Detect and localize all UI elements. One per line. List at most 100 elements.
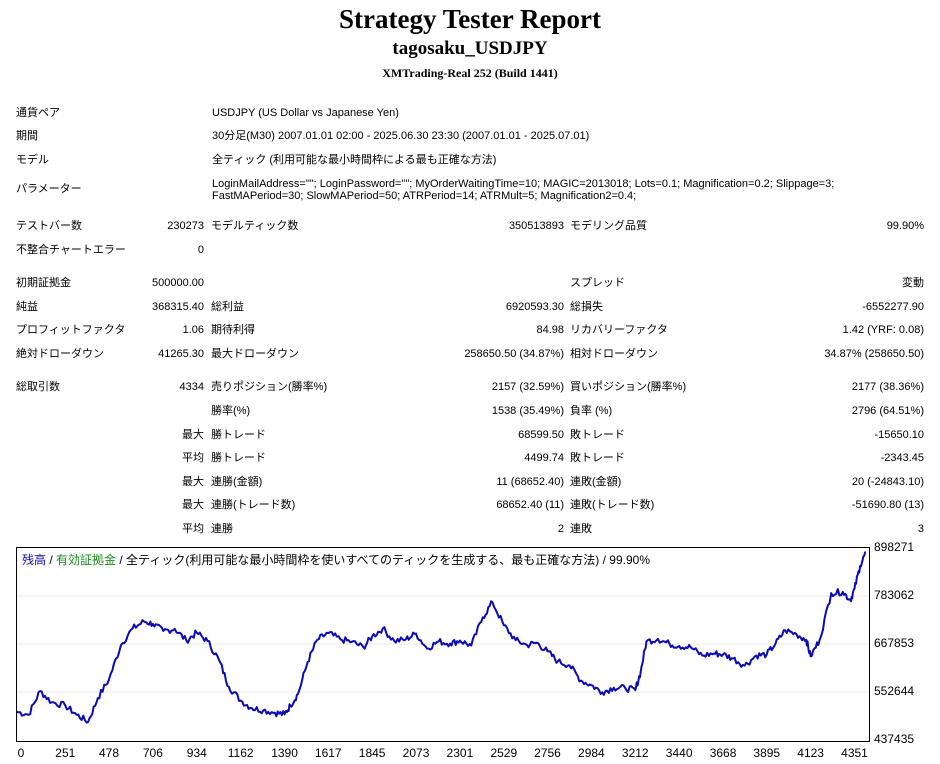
- x-tick-label: 2301: [446, 746, 474, 760]
- x-tick-label: 2756: [534, 746, 561, 760]
- x-tick-label: 1617: [314, 746, 342, 760]
- absolute-drawdown-value: 41265.30: [158, 348, 204, 360]
- consec-losses-trades-value: -51690.80 (13): [851, 499, 924, 511]
- long-positions-label: 買いポジション(勝率%): [570, 381, 687, 393]
- recovery-factor-label: リカバリーファクタ: [570, 324, 668, 336]
- win-rate-value: 1538 (35.49%): [491, 405, 564, 417]
- expected-payoff-label: 期待利得: [211, 324, 255, 336]
- consec-losses-amount-label: 連敗(金額): [570, 476, 622, 488]
- ticks-value: 350513893: [508, 220, 564, 232]
- average-loss-label: 敗トレード: [570, 452, 625, 464]
- legend-balance: 残高: [22, 553, 47, 567]
- total-trades-label: 総取引数: [16, 381, 60, 393]
- y-tick-label: 898271: [874, 540, 915, 554]
- consec-losses-amount-value: 20 (-24843.10): [851, 476, 924, 488]
- consec-wins-trades-value: 68652.40 (11): [496, 499, 564, 511]
- maximal-drawdown-label: 最大ドローダウン: [211, 348, 299, 360]
- largest-win-value: 68599.50: [518, 429, 564, 441]
- y-tick-label: 552644: [874, 684, 915, 698]
- gross-profit-label: 総利益: [211, 301, 244, 313]
- period-value: 30分足(M30) 2007.01.01 02:00 - 2025.06.30 …: [212, 130, 590, 142]
- average-win-value: 4499.74: [524, 452, 564, 464]
- avg-consec-losses-label: 連敗: [570, 523, 592, 535]
- max-consec-amount-word: 最大: [182, 476, 204, 488]
- net-profit-label: 純益: [16, 301, 38, 313]
- y-tick-label: 667853: [874, 636, 915, 650]
- x-tick-label: 934: [186, 746, 207, 760]
- x-tick-label: 3668: [709, 746, 737, 760]
- quality-label: モデリング品質: [570, 220, 647, 232]
- relative-drawdown-label: 相対ドローダウン: [570, 348, 658, 360]
- x-tick-label: 2529: [490, 746, 518, 760]
- y-tick-label: 437435: [874, 732, 915, 746]
- y-tick-label: 783062: [874, 588, 915, 602]
- parameters-label: パラメーター: [16, 183, 82, 195]
- quality-value: 99.90%: [886, 220, 924, 232]
- maximal-drawdown-value: 258650.50 (34.87%): [464, 348, 564, 360]
- bars-label: テストバー数: [16, 220, 82, 232]
- x-tick-label: 251: [55, 746, 76, 760]
- deposit-value: 500000.00: [152, 277, 204, 289]
- gross-profit-value: 6920593.30: [505, 301, 564, 313]
- short-positions-value: 2157 (32.59%): [491, 381, 564, 393]
- largest-win-label: 勝トレード: [211, 429, 266, 441]
- x-tick-label: 4351: [841, 746, 868, 760]
- x-tick-label: 4123: [797, 746, 824, 760]
- recovery-factor-value: 1.42 (YRF: 0.08): [842, 324, 924, 336]
- long-positions-value: 2177 (38.36%): [851, 381, 924, 393]
- symbol-label: 通貨ペア: [16, 107, 60, 119]
- relative-drawdown-value: 34.87% (258650.50): [824, 348, 924, 360]
- largest-loss-value: -15650.10: [874, 429, 924, 441]
- bars-value: 230273: [167, 220, 204, 232]
- average-loss-value: -2343.45: [880, 452, 924, 464]
- model-label: モデル: [16, 154, 49, 166]
- x-tick-label: 1162: [227, 746, 254, 760]
- x-tick-label: 1845: [358, 746, 386, 760]
- profit-factor-value: 1.06: [182, 324, 204, 336]
- avg-consec-losses-value: 3: [917, 523, 924, 535]
- net-profit-value: 368315.40: [152, 301, 204, 313]
- consec-wins-trades-label: 連勝(トレード数): [211, 499, 296, 511]
- report-title: Strategy Tester Report: [339, 4, 601, 34]
- avg-consec-wins-label: 連勝: [211, 523, 233, 535]
- x-tick-label: 3440: [665, 746, 693, 760]
- consec-wins-amount-value: 11 (68652.40): [496, 476, 564, 488]
- consec-wins-amount-label: 連勝(金額): [211, 476, 263, 488]
- ticks-label: モデルティック数: [211, 220, 299, 232]
- absolute-drawdown-label: 絶対ドローダウン: [16, 348, 104, 360]
- symbol-value: USDJPY (US Dollar vs Japanese Yen): [212, 107, 399, 119]
- x-tick-label: 478: [98, 746, 120, 760]
- loss-rate-label: 負率 (%): [570, 405, 613, 417]
- x-tick-label: 3212: [621, 746, 649, 760]
- short-positions-label: 売りポジション(勝率%): [211, 381, 328, 393]
- profit-factor-label: プロフィットファクタ: [16, 324, 126, 336]
- x-tick-label: 706: [142, 746, 163, 760]
- gross-loss-label: 総損失: [570, 301, 603, 313]
- largest-word: 最大: [182, 429, 204, 441]
- spread-value: 変動: [902, 277, 924, 289]
- parameters-value: LoginMailAddress=""; LoginPassword=""; M…: [212, 178, 835, 202]
- gross-loss-value: -6552277.90: [862, 301, 924, 313]
- mismatch-value: 0: [197, 244, 204, 256]
- average-win-label: 勝トレード: [211, 452, 266, 464]
- x-tick-label: 3895: [753, 746, 781, 760]
- model-value: 全ティック (利用可能な最小時間枠による最も正確な方法): [212, 154, 497, 166]
- x-tick-label: 2984: [578, 746, 605, 760]
- deposit-label: 初期証拠金: [16, 277, 71, 289]
- largest-loss-label: 敗トレード: [570, 429, 625, 441]
- legend-equity: 有効証拠金: [56, 553, 117, 567]
- legend-separator: /: [46, 553, 57, 567]
- period-label: 期間: [16, 130, 38, 142]
- chart-legend-title: 残高 / 有効証拠金 / 全ティック(利用可能な最小時間枠を使いすべてのティック…: [22, 551, 650, 568]
- consec-losses-trades-label: 連敗(トレード数): [570, 499, 655, 511]
- balance-chart: [16, 547, 870, 742]
- max-consec-trades-word: 最大: [182, 499, 204, 511]
- x-tick-label: 0: [17, 746, 25, 760]
- ea-name: tagosaku_USDJPY: [392, 38, 548, 59]
- avg-consec-wins-value: 2: [557, 523, 564, 535]
- loss-rate-value: 2796 (64.51%): [851, 405, 924, 417]
- mismatch-label: 不整合チャートエラー: [16, 244, 126, 256]
- server-build: XMTrading-Real 252 (Build 1441): [382, 66, 558, 80]
- average-consec-word: 平均: [182, 523, 204, 535]
- spread-label: スプレッド: [570, 277, 625, 289]
